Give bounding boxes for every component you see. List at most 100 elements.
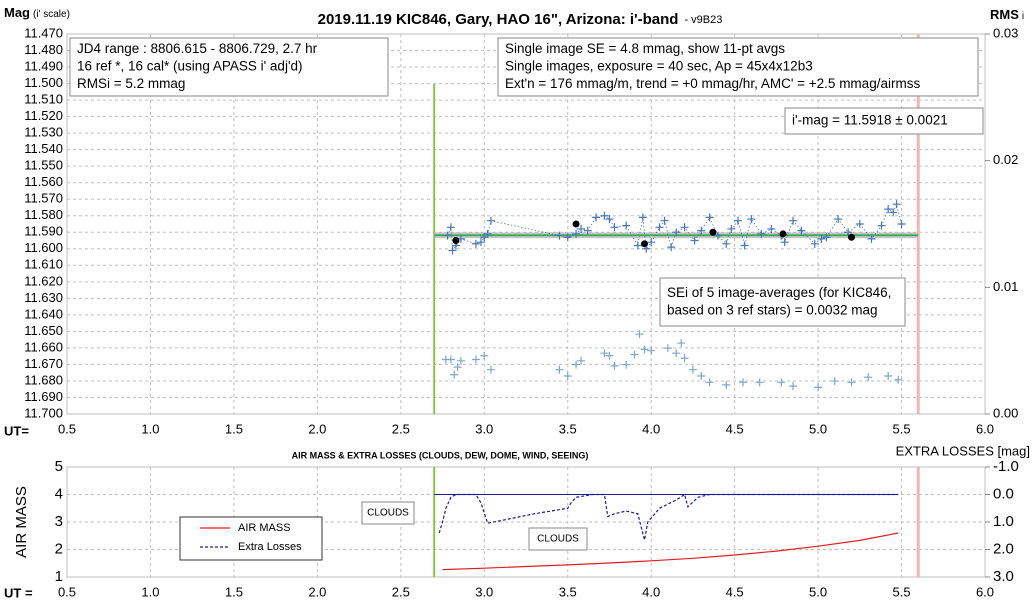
point <box>471 239 480 248</box>
chart-title: AIR MASS & EXTRA LOSSES (CLOUDS, DEW, DO… <box>292 450 589 460</box>
y-tick-label: 11.600 <box>24 240 63 255</box>
y-tick-label: 11.580 <box>24 207 63 222</box>
x-tick-label: 2.5 <box>392 421 410 436</box>
y-tick-label: 5 <box>55 458 63 475</box>
y2-tick-label: -1.0 <box>993 458 1019 475</box>
point <box>789 382 798 391</box>
y-tick-label: 11.700 <box>24 405 63 420</box>
point <box>663 344 672 353</box>
point <box>864 373 873 382</box>
point <box>605 215 614 224</box>
y-tick-label: 2 <box>55 540 63 557</box>
y2-tick-label: 2.0 <box>993 540 1014 557</box>
point <box>667 243 676 252</box>
point <box>610 361 619 370</box>
y2-tick-label: 0.0 <box>993 485 1014 502</box>
y-tick-label: 11.650 <box>24 323 63 338</box>
x-tick-label: 4.0 <box>642 584 660 599</box>
point <box>844 228 853 237</box>
point <box>727 224 736 233</box>
point <box>453 363 462 372</box>
point <box>830 377 839 386</box>
point <box>847 233 855 241</box>
y-tick-label: 11.500 <box>24 75 63 90</box>
point <box>476 238 485 247</box>
point <box>767 224 776 233</box>
x-tick-label: 4.0 <box>642 421 660 436</box>
point <box>555 231 564 240</box>
point <box>655 223 664 232</box>
point <box>680 354 689 363</box>
annotation-text: CLOUDS <box>537 534 579 545</box>
point <box>640 345 649 354</box>
point <box>814 383 823 392</box>
point <box>822 233 831 242</box>
y-tick-label: 11.480 <box>24 42 63 57</box>
point <box>471 355 480 364</box>
point <box>747 215 756 224</box>
annotation-text: Single images, exposure = 40 sec, Ap = 4… <box>505 59 813 74</box>
x-tick-label: 5.0 <box>809 584 827 599</box>
point <box>672 349 681 358</box>
x-tick-label: 2.0 <box>308 421 326 436</box>
series-line <box>442 532 899 571</box>
legend-label: Extra Losses <box>238 541 302 553</box>
y-tick-label: 11.490 <box>24 58 63 73</box>
annotation-box <box>69 37 389 97</box>
annotation-text: JD4 range : 8806.615 - 8806.729, 2.7 hr <box>77 41 318 56</box>
y-tick-label: 11.470 <box>24 25 63 40</box>
point <box>622 221 631 230</box>
annotation-text: based on 3 ref stars) = 0.0032 mag <box>667 302 878 317</box>
point <box>677 339 686 348</box>
point <box>705 378 714 387</box>
point <box>672 228 681 237</box>
point <box>688 365 697 374</box>
point <box>446 355 455 364</box>
annotation-box <box>361 501 415 525</box>
y-tick-label: 11.640 <box>24 306 63 321</box>
point <box>705 213 714 222</box>
y-tick-label: 4 <box>55 485 63 502</box>
point <box>452 237 460 245</box>
point <box>633 241 642 250</box>
point <box>483 229 492 238</box>
point <box>810 239 819 248</box>
point <box>740 241 749 250</box>
x-tick-label: 6.0 <box>976 421 994 436</box>
subtitle: - v9B23 <box>684 14 722 26</box>
point <box>660 216 669 225</box>
point <box>647 238 656 247</box>
point <box>443 231 452 240</box>
point <box>892 200 901 209</box>
point <box>630 350 639 359</box>
point <box>780 238 789 247</box>
point <box>480 351 489 360</box>
annotation-text: i'-mag = 11.5918 ± 0.0021 <box>792 113 948 128</box>
y2-tick-label: 0.00 <box>993 405 1018 420</box>
point <box>448 246 457 255</box>
x-axis-label: UT= <box>4 423 29 438</box>
point <box>600 211 609 220</box>
point <box>583 226 592 235</box>
point <box>635 330 644 339</box>
point <box>690 236 699 245</box>
y-tick-label: 11.520 <box>24 108 63 123</box>
point <box>884 205 893 214</box>
point <box>680 223 689 232</box>
x-tick-label: 3.0 <box>475 421 493 436</box>
y2-label-text: RMS <box>990 7 1019 22</box>
point <box>446 223 455 232</box>
x-tick-label: 5.5 <box>893 584 911 599</box>
y2-tick-label: 0.02 <box>993 152 1018 167</box>
plot-area <box>66 33 986 415</box>
annotation-text: CLOUDS <box>367 508 409 519</box>
point <box>605 351 614 360</box>
x-axis-label: UT = <box>4 585 33 600</box>
legend-box <box>179 516 323 561</box>
annotation-text: SEi of 5 image-averages (for KIC846, <box>667 285 891 300</box>
point <box>638 213 647 222</box>
x-tick-label: 3.5 <box>559 421 577 436</box>
y2-label-sub: i <box>1022 11 1024 22</box>
y-tick-label: 11.590 <box>24 224 63 239</box>
